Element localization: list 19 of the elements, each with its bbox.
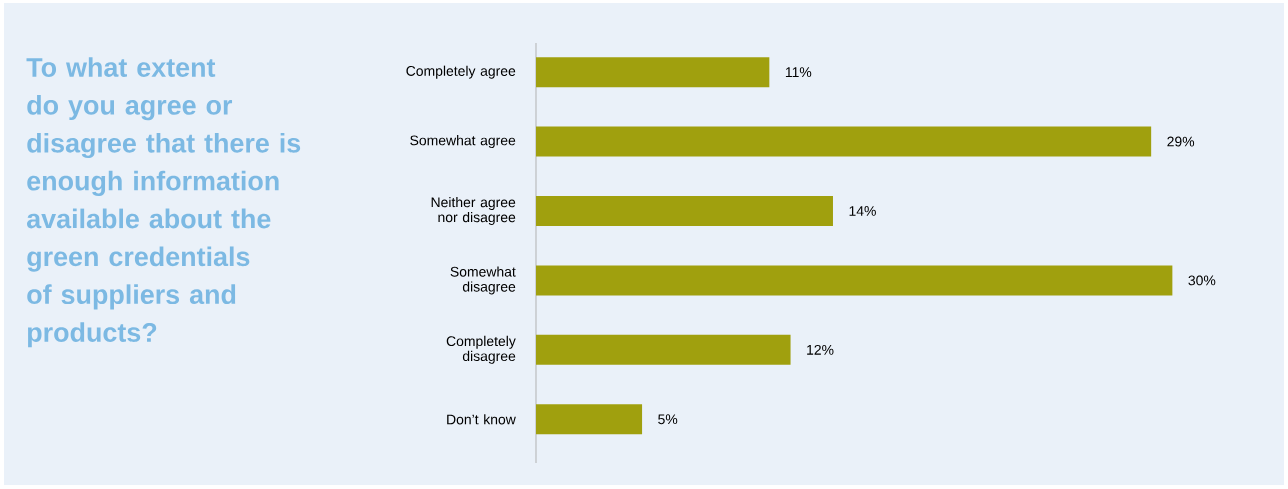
y-tick-label: Completely agree xyxy=(406,65,516,79)
bar xyxy=(536,404,643,435)
data-label: 14% xyxy=(849,206,876,216)
text: To what extent do you agree or disagree that there is enough information available about the green credentials of suppliers and products? xyxy=(26,57,301,348)
y-tick-label: Completely disagree xyxy=(446,335,516,364)
bar xyxy=(536,57,770,88)
data-label: 30% xyxy=(1188,275,1216,286)
y-tick-label: Don’t know xyxy=(447,414,516,425)
bar xyxy=(536,126,1152,157)
data-label: 29% xyxy=(1167,136,1195,147)
data-label: 12% xyxy=(807,344,834,355)
y-tick-label: Somewhat disagree xyxy=(450,266,516,295)
y-tick-label: Somewhat agree xyxy=(410,135,516,149)
y-tick-label: Neither agree nor disagree xyxy=(431,197,516,225)
data-label: 11% xyxy=(785,67,812,78)
data-label: 5% xyxy=(658,414,678,425)
bar xyxy=(536,334,791,365)
bar xyxy=(536,265,1173,296)
bar xyxy=(536,195,833,226)
